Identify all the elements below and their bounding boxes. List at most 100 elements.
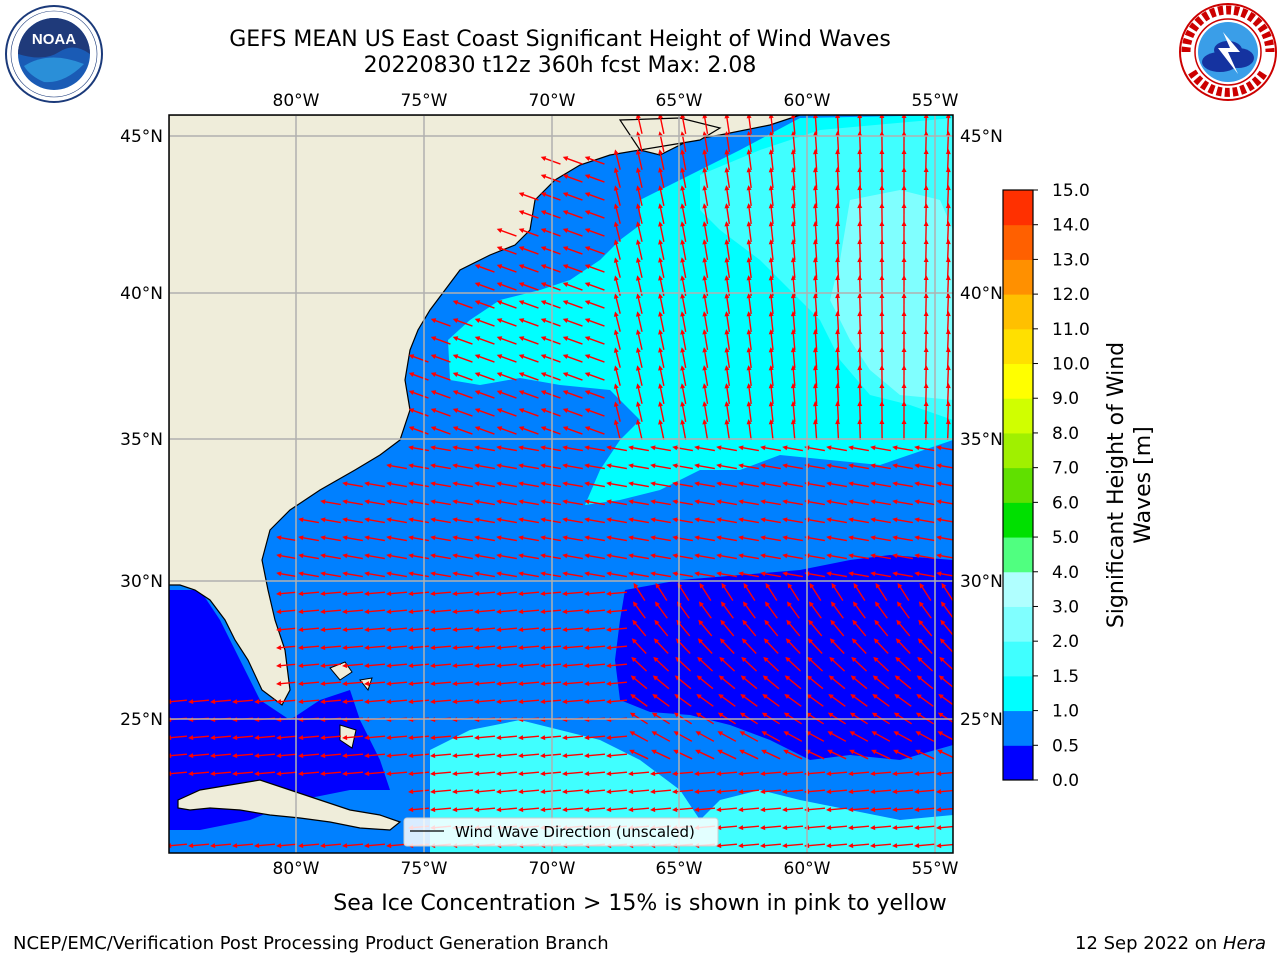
colorbar-tick-label: 8.0: [1052, 424, 1079, 444]
wave-direction-arrow: [680, 185, 687, 206]
wave-direction-arrow: [408, 627, 430, 633]
wave-direction-arrow: [893, 731, 913, 742]
wave-direction-arrow: [848, 481, 869, 488]
wave-direction-arrow: [848, 771, 870, 777]
wave-direction-arrow: [584, 210, 605, 219]
wave-direction-arrow: [746, 239, 752, 261]
wave-direction-arrow: [254, 753, 276, 759]
wave-direction-arrow: [746, 221, 752, 243]
wave-direction-arrow: [790, 329, 796, 351]
wave-direction-arrow: [364, 517, 385, 524]
wave-direction-arrow: [518, 426, 539, 435]
wave-direction-arrow: [452, 517, 473, 524]
wave-direction-arrow: [452, 463, 473, 470]
wave-direction-arrow: [812, 329, 818, 351]
wave-direction-arrow: [613, 167, 621, 188]
wave-direction-arrow: [914, 499, 935, 506]
wave-direction-arrow: [724, 347, 731, 369]
wave-direction-arrow: [945, 115, 951, 135]
colorbar-segment: [1003, 745, 1033, 781]
colorbar-tick-label: 4.0: [1052, 563, 1079, 583]
wave-direction-arrow: [584, 408, 605, 417]
wave-direction-arrow: [827, 731, 847, 742]
wave-direction-arrow: [782, 481, 803, 488]
wave-direction-arrow: [702, 365, 709, 386]
wave-direction-arrow: [945, 257, 951, 279]
lon-label-top: 55°W: [912, 91, 959, 111]
wave-direction-arrow: [672, 481, 693, 488]
wave-direction-arrow: [812, 383, 818, 405]
wave-direction-arrow: [430, 463, 451, 470]
wave-direction-arrow: [408, 591, 430, 597]
wave-direction-arrow: [672, 789, 694, 795]
wave-direction-arrow: [584, 336, 605, 345]
wave-direction-arrow: [518, 553, 539, 560]
wave-direction-arrow: [738, 463, 759, 470]
wave-direction-arrow: [923, 203, 929, 225]
wave-direction-arrow: [872, 693, 890, 707]
wave-direction-arrow: [901, 115, 907, 135]
wave-direction-arrow: [892, 499, 913, 506]
wave-direction-arrow: [923, 167, 929, 189]
wave-direction-arrow: [746, 149, 752, 171]
wave-direction-arrow: [892, 807, 914, 813]
wave-direction-arrow: [720, 619, 735, 637]
wave-direction-arrow: [695, 731, 715, 742]
wave-direction-arrow: [408, 408, 429, 417]
wave-direction-arrow: [276, 699, 298, 705]
wave-direction-arrow: [812, 365, 818, 387]
wave-direction-arrow: [870, 843, 892, 849]
wave-direction-arrow: [386, 591, 408, 597]
wave-direction-arrow: [945, 383, 951, 405]
wave-direction-arrow: [702, 347, 709, 368]
wave-direction-arrow: [936, 517, 953, 523]
wave-direction-arrow: [606, 789, 628, 795]
wave-direction-arrow: [650, 789, 672, 795]
wave-direction-arrow: [650, 771, 672, 777]
wave-direction-arrow: [720, 601, 734, 619]
wave-direction-arrow: [518, 246, 539, 255]
wave-direction-arrow: [740, 693, 758, 707]
wave-direction-arrow: [826, 553, 847, 560]
wave-direction-arrow: [629, 731, 649, 742]
wave-direction-arrow: [879, 239, 885, 261]
wave-direction-arrow: [680, 221, 687, 242]
wave-direction-arrow: [760, 517, 781, 524]
wave-direction-arrow: [760, 807, 782, 813]
wave-direction-arrow: [830, 619, 845, 637]
wave-direction-arrow: [848, 499, 869, 506]
wave-direction-arrow: [923, 329, 929, 351]
wave-direction-arrow: [635, 311, 643, 332]
wave-direction-arrow: [298, 627, 320, 633]
wave-direction-arrow: [901, 257, 907, 279]
wave-direction-arrow: [320, 771, 342, 777]
wave-direction-arrow: [852, 601, 866, 619]
colorbar-segment: [1003, 502, 1033, 538]
wave-direction-arrow: [298, 699, 320, 705]
wave-direction-arrow: [680, 167, 687, 188]
wave-direction-arrow: [518, 228, 539, 237]
wave-direction-arrow: [210, 753, 232, 759]
wave-direction-arrow: [848, 553, 869, 560]
wave-direction-arrow: [760, 535, 781, 542]
wave-direction-arrow: [738, 535, 759, 542]
wave-direction-arrow: [496, 735, 518, 741]
wave-direction-arrow: [768, 149, 774, 171]
wave-direction-arrow: [210, 771, 232, 777]
wave-direction-arrow: [848, 517, 869, 524]
lat-label-right: 35°N: [960, 430, 1003, 450]
wave-direction-arrow: [613, 203, 621, 224]
wave-direction-arrow: [408, 663, 430, 669]
lon-label-bottom: 75°W: [401, 859, 448, 879]
wave-direction-arrow: [782, 463, 803, 470]
wave-direction-arrow: [628, 499, 649, 506]
wave-direction-arrow: [364, 571, 385, 578]
wave-direction-arrow: [702, 383, 709, 404]
wave-direction-arrow: [584, 372, 605, 381]
wave-direction-arrow: [298, 645, 320, 651]
wave-direction-arrow: [923, 221, 929, 243]
wave-direction-arrow: [746, 131, 752, 153]
wave-direction-arrow: [276, 571, 297, 578]
colorbar-segment: [1003, 224, 1033, 260]
wave-direction-arrow: [654, 601, 668, 619]
